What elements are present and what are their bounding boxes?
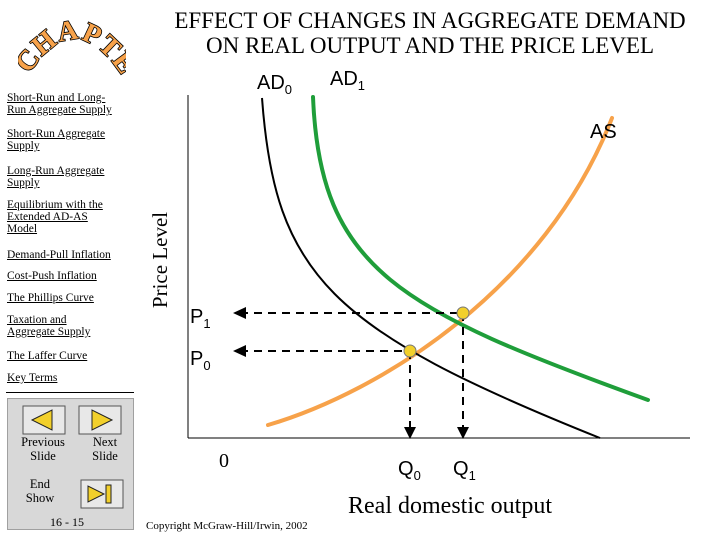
y-axis-label: Price Level — [148, 212, 172, 308]
equilibrium-point-0 — [403, 344, 417, 358]
end-bar-icon — [105, 484, 112, 504]
title-line-2: ON REAL OUTPUT AND THE PRICE LEVEL — [205, 33, 655, 58]
sidebar-item-label-line: Long-Run Aggregate — [7, 165, 105, 177]
p0-arrowhead — [233, 345, 246, 357]
sidebar-item-label-line: Demand-Pull Inflation — [7, 249, 111, 261]
title-line-1: EFFECT OF CHANGES IN AGGREGATE DEMAND — [174, 8, 686, 33]
sidebar-item-4[interactable]: Equilibrium with the Extended AD-AS Model — [7, 199, 103, 235]
previous-slide-button[interactable] — [22, 405, 66, 435]
end-show-button[interactable] — [80, 479, 124, 509]
sidebar-item-label-line: Supply — [7, 177, 40, 189]
copyright-text: Copyright McGraw-Hill/Irwin, 2002 — [146, 520, 308, 532]
previous-slide-label[interactable]: Previous Slide — [10, 435, 76, 463]
ad1-label: AD1 — [330, 68, 365, 93]
next-label-line1: Next — [92, 435, 118, 449]
end-show-label[interactable]: End Show — [8, 477, 72, 505]
sidebar-item-8[interactable]: Taxation and Aggregate Supply — [7, 314, 90, 338]
as-label: AS — [590, 121, 617, 143]
slide-number: 16 - 15 — [50, 515, 84, 529]
sidebar-item-7[interactable]: The Phillips Curve — [7, 292, 94, 304]
q0-arrowhead — [404, 427, 416, 439]
sidebar-item-label-line: Model — [7, 223, 38, 235]
sidebar-item-3[interactable]: Long-Run Aggregate Supply — [7, 165, 104, 189]
sidebar-item-5[interactable]: Demand-Pull Inflation — [7, 249, 111, 261]
sidebar-item-label-line: Key Terms — [7, 372, 58, 384]
sidebar-item-9[interactable]: The Laffer Curve — [7, 350, 87, 362]
sidebar-item-label-line: Taxation and — [7, 314, 67, 326]
sidebar-divider-top — [6, 392, 134, 393]
end-label-line2: Show — [25, 491, 55, 505]
q1-label: Q1 — [453, 458, 476, 483]
q0-label: Q0 — [398, 458, 421, 483]
previous-label-line1: Previous — [21, 435, 65, 449]
sidebar-item-label-line: Equilibrium with the — [7, 199, 103, 211]
ad0-label: AD0 — [257, 72, 292, 97]
sidebar-item-label-line: Supply — [7, 140, 40, 152]
page-title: EFFECT OF CHANGES IN AGGREGATE DEMAND ON… — [140, 8, 720, 58]
sidebar-item-10[interactable]: Key Terms — [7, 372, 57, 384]
sidebar-item-label-line: The Laffer Curve — [7, 350, 88, 362]
sidebar-item-label-line: Short-Run Aggregate — [7, 128, 106, 140]
p1-label: P1 — [190, 306, 211, 331]
next-slide-label[interactable]: Next Slide — [72, 435, 138, 463]
end-arrow-icon — [87, 485, 106, 503]
q1-arrowhead — [457, 427, 469, 439]
sidebar-item-label-line: Short-Run and Long- — [7, 92, 106, 104]
sidebar-item-label-line: Cost-Push Inflation — [7, 270, 97, 282]
sidebar-item-2[interactable]: Short-Run Aggregate Supply — [7, 128, 105, 152]
navigation-panel: Previous Slide Next Slide End Show 16 - … — [7, 398, 134, 530]
sidebar-item-label-line: Run Aggregate Supply — [7, 104, 112, 116]
end-label-line1: End — [29, 477, 51, 491]
p1-arrowhead — [233, 307, 246, 319]
previous-label-line2: Slide — [30, 449, 56, 463]
sidebar: CHAPTER Short-Run and Long-Run Aggregate… — [0, 0, 140, 540]
next-label-line2: Slide — [92, 449, 118, 463]
sidebar-item-1[interactable]: Short-Run and Long- Run Aggregate Supply — [7, 92, 112, 116]
equilibrium-point-1 — [456, 306, 470, 320]
ad1-curve — [311, 95, 650, 402]
origin-label: 0 — [219, 450, 229, 472]
next-arrow-icon — [91, 409, 114, 431]
next-slide-button[interactable] — [78, 405, 122, 435]
sidebar-item-label-line: Extended AD-AS — [7, 211, 88, 223]
x-axis-label: Real domestic output — [348, 493, 552, 519]
chapter-logo: CHAPTER — [18, 18, 126, 81]
sidebar-item-label-line: The Phillips Curve — [7, 292, 94, 304]
sidebar-item-6[interactable]: Cost-Push Inflation — [7, 270, 97, 282]
sidebar-item-label-line: Aggregate Supply — [7, 326, 91, 338]
previous-arrow-icon — [30, 409, 53, 431]
ad0-curve — [261, 97, 601, 439]
p0-label: P0 — [190, 348, 211, 373]
